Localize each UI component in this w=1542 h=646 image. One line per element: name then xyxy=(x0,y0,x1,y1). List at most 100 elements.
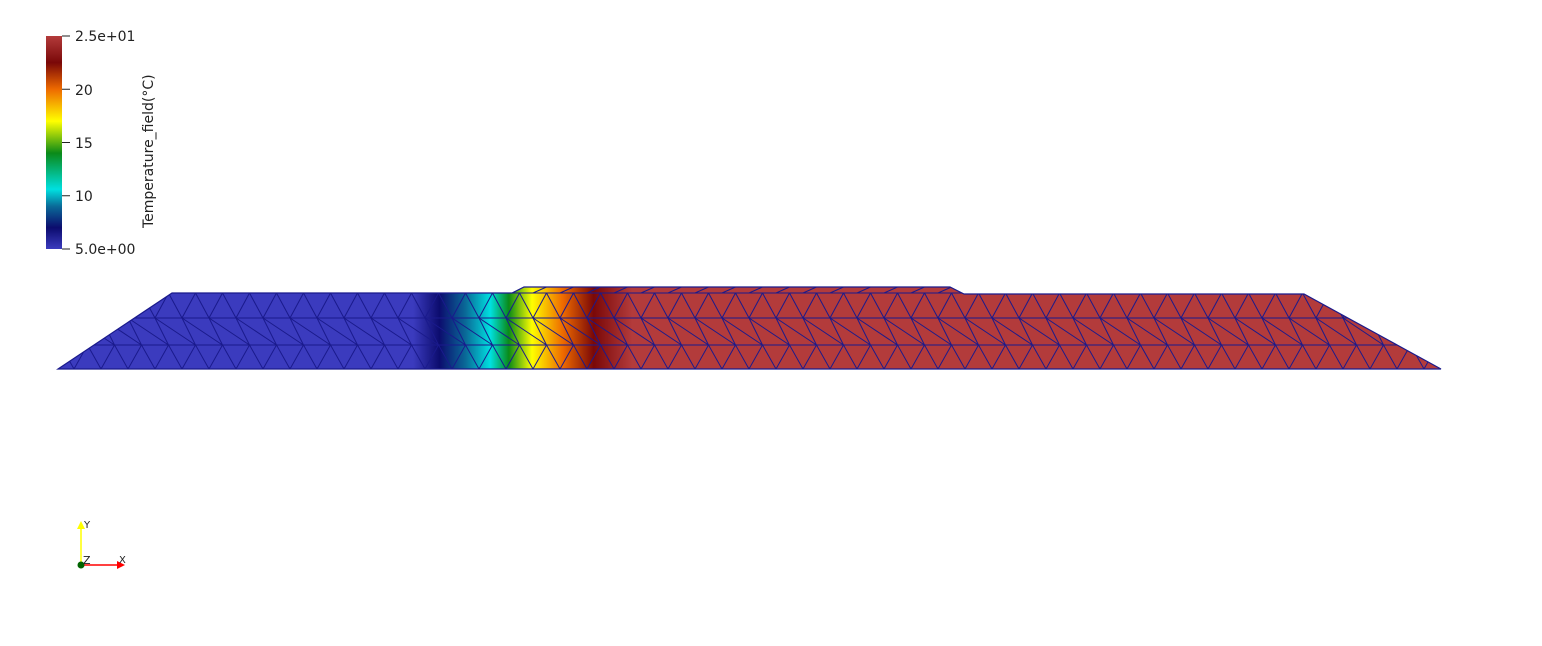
mesh-edge xyxy=(829,292,844,319)
mesh-edge xyxy=(505,292,520,319)
mesh-edge xyxy=(154,317,196,346)
mesh-edge xyxy=(586,317,628,346)
mesh-edge xyxy=(829,317,844,346)
mesh-edge xyxy=(559,344,574,369)
mesh-edge xyxy=(964,317,979,346)
legend-ticks xyxy=(62,35,70,250)
mesh-edge xyxy=(1059,344,1074,369)
mesh-edge xyxy=(303,292,318,319)
mesh-edge xyxy=(1275,292,1290,319)
mesh-edge xyxy=(181,287,196,294)
mesh-edge xyxy=(411,292,426,319)
mesh-edge xyxy=(424,344,439,369)
mesh-edge xyxy=(1369,292,1384,319)
mesh-edge xyxy=(73,317,115,346)
mesh-edge xyxy=(937,287,952,294)
mesh-edge xyxy=(870,292,885,319)
mesh-edge xyxy=(1423,292,1438,319)
mesh-edge xyxy=(1126,292,1141,319)
mesh-edge xyxy=(1180,287,1195,294)
mesh-edge xyxy=(856,317,871,346)
mesh-edge xyxy=(573,292,588,319)
mesh-edge xyxy=(154,287,169,294)
mesh-edge xyxy=(978,292,993,319)
mesh-edge xyxy=(58,317,61,346)
mesh-edge xyxy=(1465,293,1479,318)
mesh-edge xyxy=(1478,345,1492,369)
mesh-edge xyxy=(1315,287,1330,294)
mesh-edge xyxy=(343,317,358,346)
mesh-edge xyxy=(1126,317,1168,346)
mesh-edge xyxy=(519,344,534,369)
mesh-edge xyxy=(1018,292,1033,319)
mesh-edge xyxy=(1288,344,1303,369)
mesh-edge xyxy=(1005,344,1020,369)
mesh-edge xyxy=(330,292,345,319)
mesh-edge xyxy=(991,317,1006,346)
mesh-edge xyxy=(262,287,277,294)
mesh-edge xyxy=(1126,317,1141,346)
mesh-edge xyxy=(87,344,102,369)
mesh-edge xyxy=(721,344,736,369)
mesh-edge xyxy=(1261,287,1276,294)
mesh-edge xyxy=(181,344,196,369)
mesh-edge xyxy=(1315,344,1330,369)
mesh-edge xyxy=(343,287,358,294)
mesh-edge xyxy=(208,287,223,294)
mesh-edge xyxy=(816,344,831,369)
mesh-edge xyxy=(1356,344,1371,369)
mesh-edge xyxy=(613,317,628,346)
mesh-edge xyxy=(451,344,466,369)
mesh-edge xyxy=(870,344,885,369)
mesh-edge xyxy=(1126,287,1141,294)
mesh-edge xyxy=(1437,344,1441,369)
mesh-edge xyxy=(964,292,979,319)
mesh-edge xyxy=(1451,293,1465,318)
mesh-edge xyxy=(1423,317,1438,346)
mesh-edge xyxy=(640,317,655,346)
mesh-edge xyxy=(1207,292,1222,319)
mesh-edge xyxy=(1342,317,1384,346)
mesh-edge xyxy=(640,344,655,369)
mesh-edge xyxy=(397,317,439,346)
mesh-edge xyxy=(1180,317,1195,346)
mesh-edge xyxy=(1180,292,1195,319)
mesh-edge xyxy=(20,345,34,369)
mesh-edge xyxy=(87,292,102,319)
mesh-edge xyxy=(154,317,169,346)
mesh-edge xyxy=(451,317,466,346)
mesh-surface[interactable] xyxy=(20,286,1519,370)
mesh-edge xyxy=(519,292,534,319)
mesh-edge xyxy=(505,317,520,346)
mesh-edge xyxy=(802,344,817,369)
mesh-edge xyxy=(559,287,574,294)
mesh-edge xyxy=(1369,287,1384,294)
mesh-edge xyxy=(991,317,1033,346)
mesh-edge xyxy=(802,292,817,319)
mesh-edge xyxy=(924,292,939,319)
mesh-edge xyxy=(127,317,142,346)
mesh-edge xyxy=(532,287,547,294)
mesh-edge xyxy=(721,317,736,346)
mesh-edge xyxy=(667,292,682,319)
mesh-edge xyxy=(829,287,844,294)
mesh-edge xyxy=(748,287,763,294)
mesh-edge xyxy=(964,287,979,294)
mesh-edge xyxy=(978,344,993,369)
mesh-edge xyxy=(735,344,750,369)
mesh-edge xyxy=(438,344,453,369)
mesh-edge xyxy=(829,344,844,369)
mesh-edge xyxy=(451,287,466,294)
mesh-edge xyxy=(20,293,34,318)
mesh-edge xyxy=(1032,292,1047,319)
mesh-edge xyxy=(735,292,750,319)
mesh-edge xyxy=(586,287,601,294)
mesh-edge xyxy=(384,344,399,369)
y-axis-arrow xyxy=(77,521,85,529)
mesh-edge xyxy=(1288,292,1303,319)
mesh-edge xyxy=(60,292,75,319)
mesh-edge xyxy=(289,344,304,369)
mesh-edge xyxy=(694,344,709,369)
mesh-edge xyxy=(640,317,682,346)
